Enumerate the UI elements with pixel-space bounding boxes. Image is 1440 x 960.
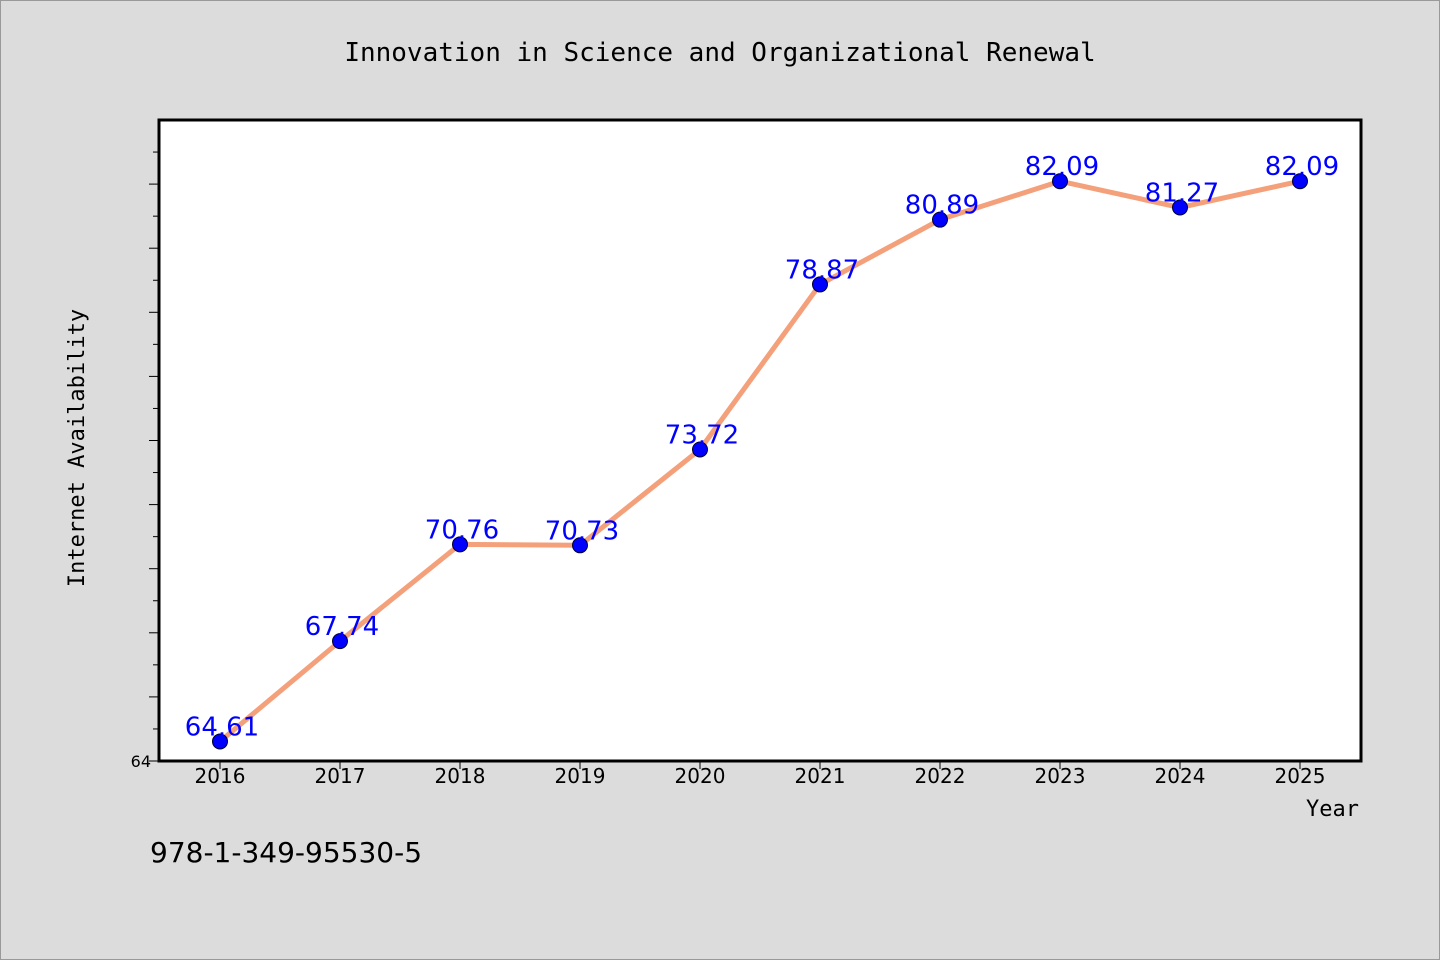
- data-point-marker: [572, 537, 588, 554]
- data-value-label: 73.72: [665, 420, 739, 450]
- data-value-label: 64.61: [185, 712, 259, 742]
- x-axis-title: Year: [1306, 797, 1359, 822]
- x-tick-label: 2020: [675, 764, 726, 788]
- series-layer: 64.61 67.74 70.76 70.73 73.72 78.87 80.89 82.09…: [185, 152, 1339, 750]
- data-value-label: 70.73: [545, 516, 619, 546]
- x-axis-ticks: 2016 2017 2018 2019 2020 2021 2022 2023 2024 2025: [195, 761, 1326, 788]
- data-point-marker: [812, 276, 828, 293]
- x-tick-label: 2017: [315, 764, 366, 788]
- x-tick-label: 2018: [435, 764, 486, 788]
- data-point-marker: [932, 211, 948, 228]
- data-point-marker: [452, 536, 468, 553]
- y-axis-title: Internet Availability: [65, 309, 90, 587]
- data-value-label: 78.87: [785, 255, 859, 285]
- x-tick-label: 2021: [795, 764, 846, 788]
- x-tick-label: 2022: [915, 764, 966, 788]
- x-tick-label: 2024: [1155, 764, 1206, 788]
- data-point-marker: [1292, 173, 1308, 190]
- data-value-label: 82.09: [1265, 152, 1339, 182]
- isbn-footer: 978-1-349-95530-5: [150, 836, 423, 869]
- x-tick-label: 2016: [195, 764, 246, 788]
- data-point-marker: [692, 441, 708, 458]
- data-point-marker: [212, 733, 228, 750]
- data-value-label: 70.76: [425, 515, 499, 545]
- x-tick-label: 2019: [555, 764, 606, 788]
- x-tick-label: 2023: [1035, 764, 1086, 788]
- x-tick-label: 2025: [1275, 764, 1326, 788]
- data-value-label: 81.27: [1145, 178, 1219, 208]
- y-tick-label: 64: [131, 752, 151, 771]
- data-value-label: 82.09: [1025, 152, 1099, 182]
- plot-area: [157, 118, 1363, 763]
- y-axis-ticks: 64: [131, 151, 159, 771]
- chart-title: Innovation in Science and Organizational…: [344, 38, 1095, 68]
- data-value-label: 80.89: [905, 191, 979, 221]
- series-line: [217, 178, 1303, 744]
- data-value-label: 67.74: [305, 612, 379, 642]
- data-point-marker: [1052, 173, 1068, 190]
- data-point-marker: [1172, 199, 1188, 216]
- data-point-marker: [332, 633, 348, 650]
